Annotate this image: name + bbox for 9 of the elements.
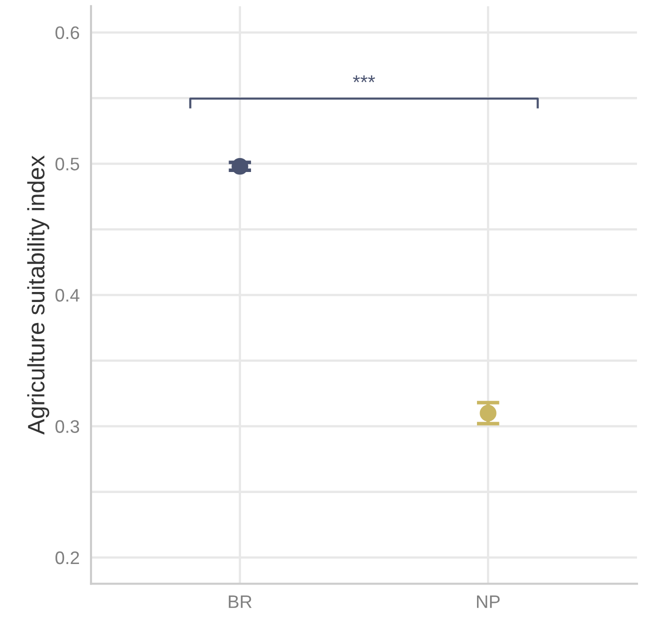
x-tick-label: NP [477, 596, 500, 608]
x-tick-label: BR [228, 596, 252, 608]
y-tick-label: 0.2 [55, 551, 79, 564]
y-tick-label: 0.3 [55, 420, 80, 433]
annotation: *** [352, 75, 376, 82]
y-tick-label: 0.4 [55, 288, 80, 302]
y-axis-title: Agriculture suitability index [27, 155, 50, 435]
y-tick-label: 0.5 [55, 158, 80, 170]
y-tick-label: 0.6 [55, 26, 80, 40]
